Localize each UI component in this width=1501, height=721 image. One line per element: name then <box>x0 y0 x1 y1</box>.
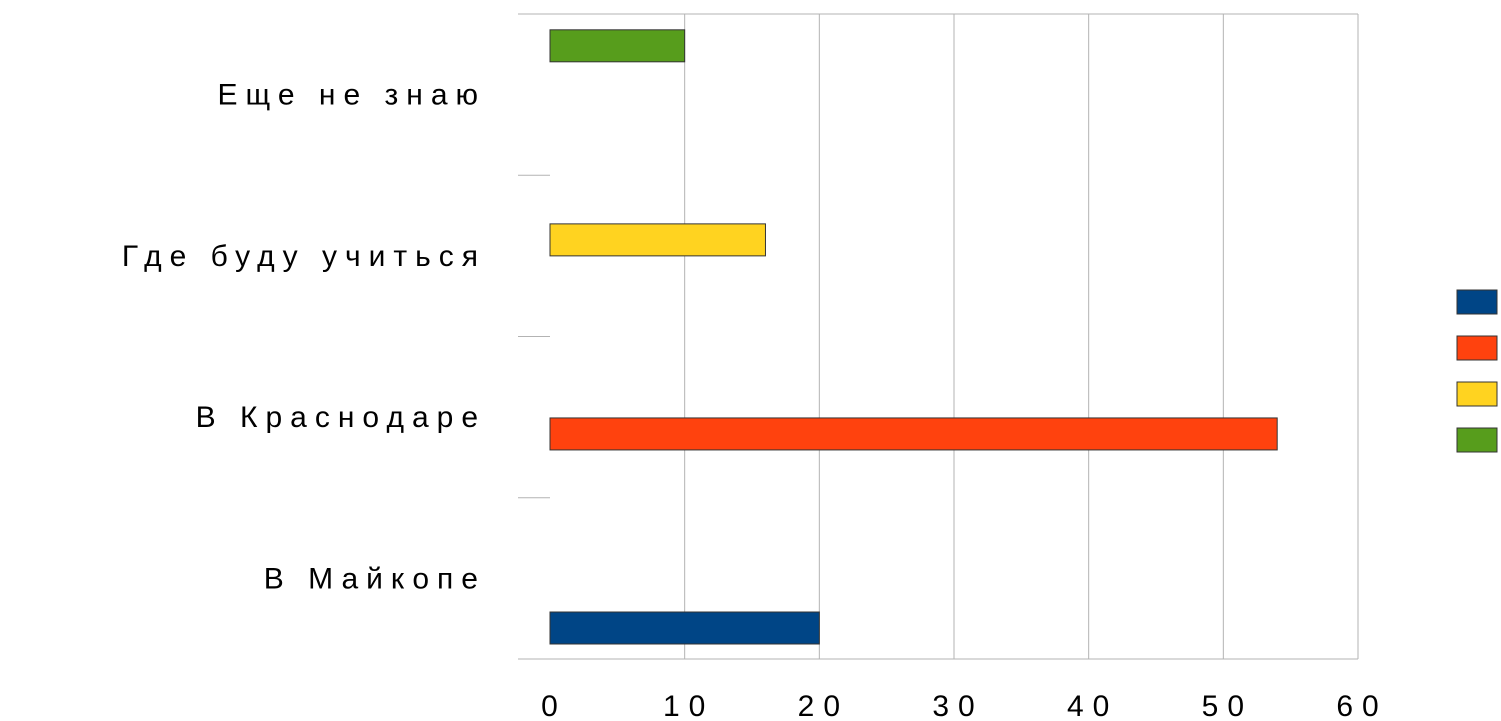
axes <box>518 13 1358 660</box>
x-tick-label: 30 <box>932 690 983 721</box>
x-tick-label: 10 <box>663 690 714 721</box>
category-label: Где буду учиться <box>122 240 486 273</box>
legend-swatch-1 <box>1456 289 1498 315</box>
x-tick-label: 20 <box>798 690 849 721</box>
x-tick-label: 60 <box>1336 690 1387 721</box>
bar-3 <box>549 223 766 257</box>
bars <box>549 29 1278 645</box>
labels: 0 10 20 30 40 50 60 В Майкопе В Краснодаре Где бу… <box>122 79 1387 721</box>
category-label: Еще не знаю <box>218 79 486 112</box>
x-tick-label: 0 <box>541 690 567 721</box>
legend-swatch-3 <box>1456 381 1498 407</box>
bar-1 <box>549 611 820 645</box>
legend <box>1456 289 1498 453</box>
bar-4 <box>549 29 686 63</box>
category-label: В Майкопе <box>264 562 486 595</box>
legend-swatch-2 <box>1456 335 1498 361</box>
category-label: В Краснодаре <box>196 401 486 434</box>
x-tick-label: 50 <box>1202 690 1253 721</box>
bar-2 <box>549 417 1278 451</box>
grid-lines <box>684 14 1359 659</box>
x-tick-label: 40 <box>1067 690 1118 721</box>
legend-swatch-4 <box>1456 427 1498 453</box>
